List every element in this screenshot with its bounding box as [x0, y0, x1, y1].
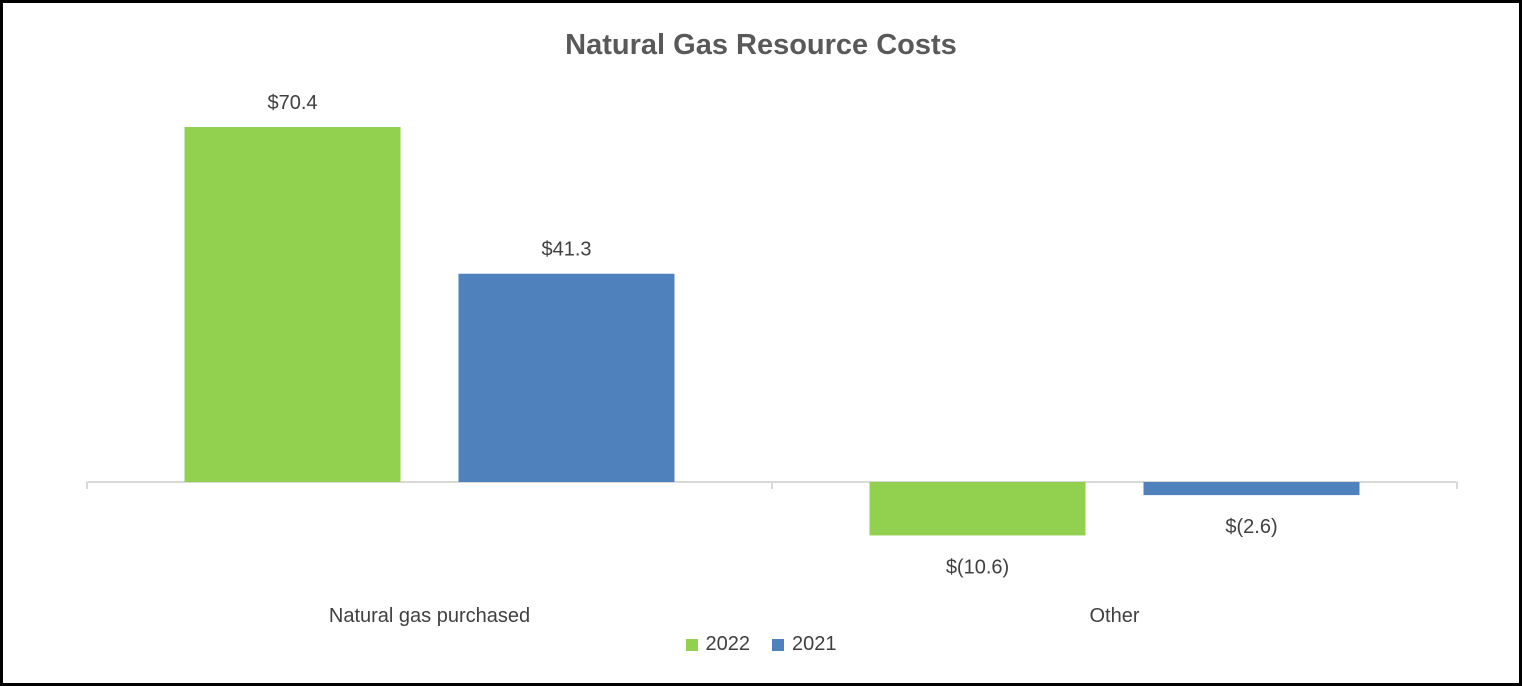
legend-label-2021: 2021 [792, 633, 837, 655]
bar-2022-0 [184, 127, 401, 482]
legend-item-2021: 2021 [772, 633, 837, 656]
legend-swatch-2021 [772, 638, 784, 651]
legend-item-2022: 2022 [685, 633, 751, 656]
bars-layer [184, 127, 1360, 536]
bar-2021-1 [1143, 482, 1360, 496]
bar-chart: Natural gas purchased $70.4 $41.3 Other $(10… [86, 92, 1458, 627]
data-label: $(2.6) [1225, 516, 1277, 538]
data-label: $(10.6) [946, 556, 1009, 578]
bar-2022-1 [869, 482, 1086, 536]
legend-label-2022: 2022 [705, 633, 751, 655]
chart-title: Natural Gas Resource Costs [565, 29, 957, 61]
category-label: Natural gas purchased [329, 605, 530, 627]
legend-swatch-2022 [685, 638, 698, 651]
labels-layer: Natural gas purchased $70.4 $41.3 Other $(10… [267, 92, 1277, 627]
legend: 2022 2021 [3, 633, 1519, 656]
data-label: $41.3 [541, 239, 591, 261]
category-label: Other [1089, 605, 1139, 627]
data-label: $70.4 [267, 92, 317, 114]
bar-2021-0 [458, 273, 675, 482]
